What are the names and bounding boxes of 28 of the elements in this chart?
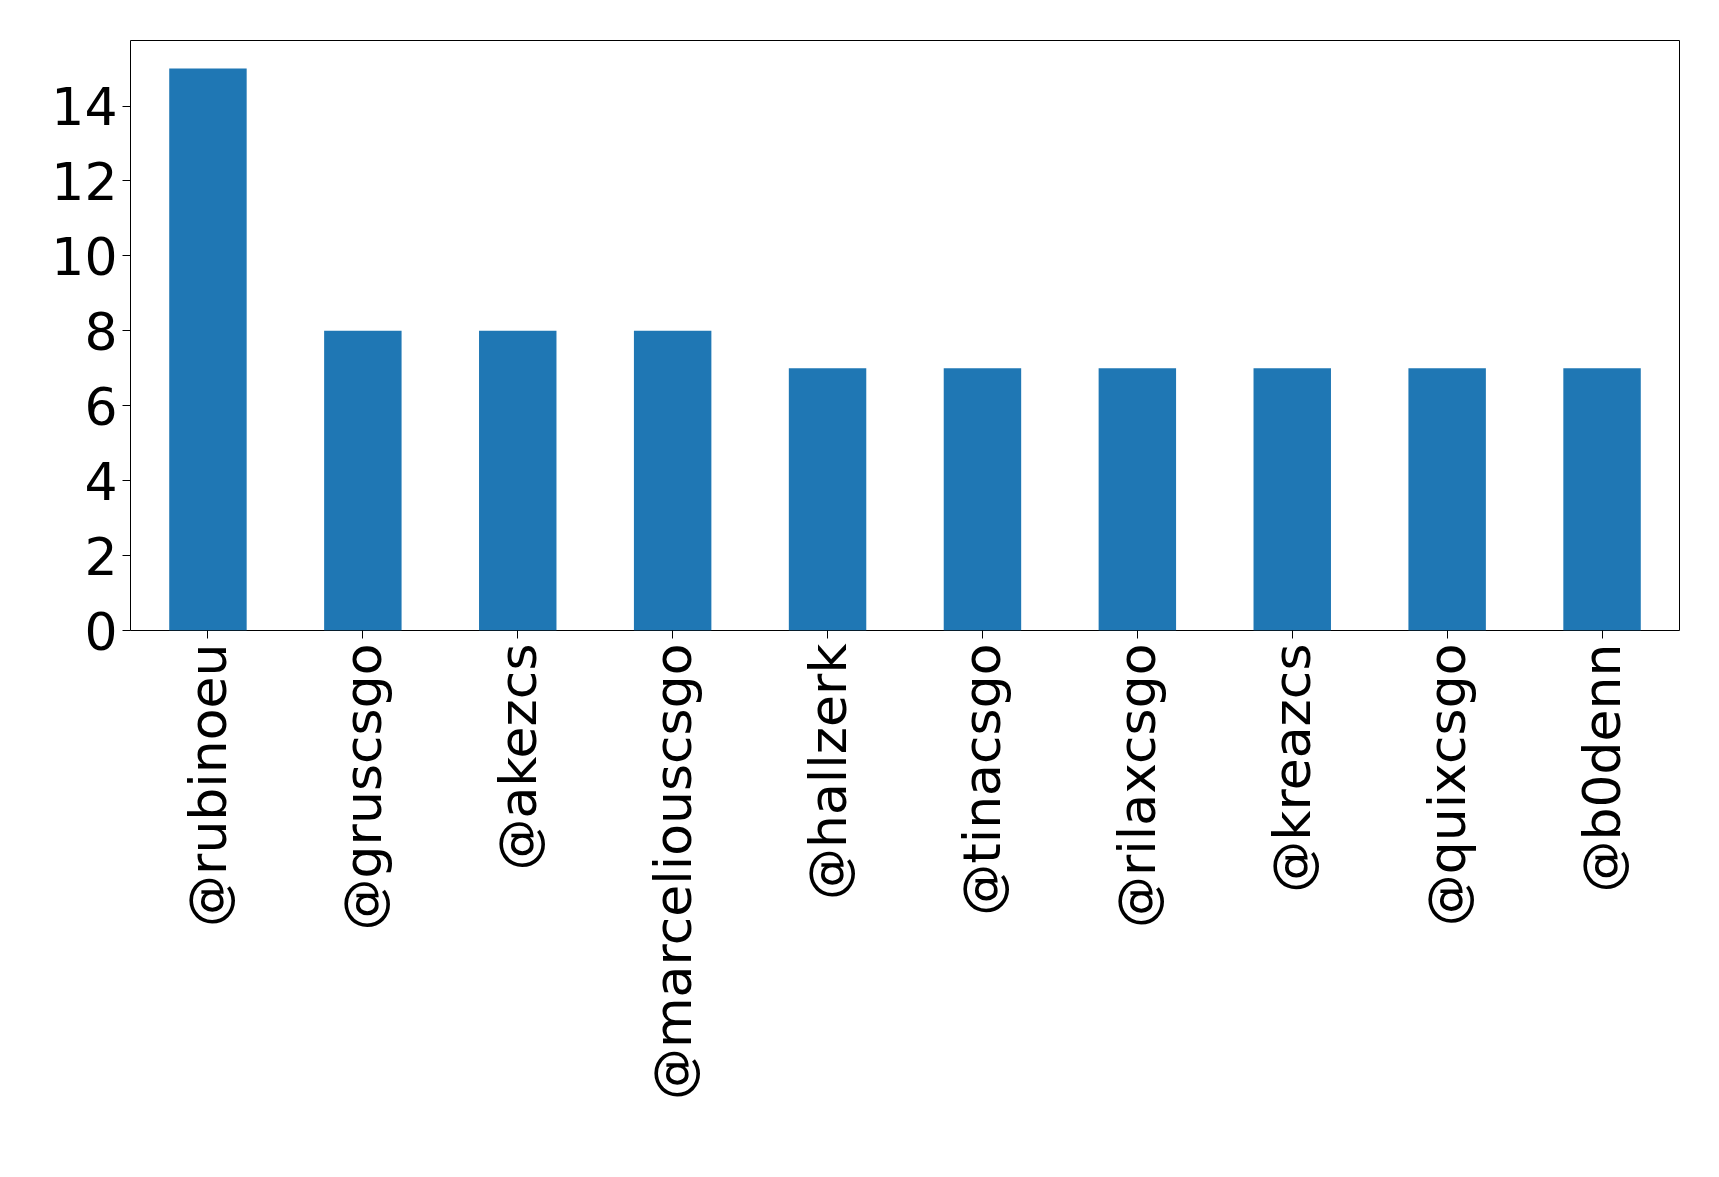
x-tick-label: @rilaxcsgo xyxy=(1107,643,1168,928)
y-tick-label: 12 xyxy=(51,151,118,212)
x-tick-label: @marceliouscsgo xyxy=(642,643,703,1101)
x-tick-label: @b0denn xyxy=(1572,643,1633,893)
y-tick-label: 6 xyxy=(84,376,118,437)
bar xyxy=(1253,368,1331,631)
y-tick-label: 4 xyxy=(84,451,118,512)
bar xyxy=(633,330,712,631)
x-tick-label: @quixcsgo xyxy=(1417,643,1478,927)
bar xyxy=(1563,368,1641,631)
bar xyxy=(943,368,1022,631)
y-tick-label: 0 xyxy=(84,601,118,662)
x-tick-label: @gruscsgo xyxy=(332,643,393,931)
x-tick-label: @rubinoeu xyxy=(177,643,238,928)
bar xyxy=(324,330,402,631)
bar xyxy=(479,330,557,631)
y-tick-label: 2 xyxy=(84,526,118,587)
bar xyxy=(1408,368,1486,631)
x-tick-label: @hallzerk xyxy=(797,643,858,900)
x-tick-label: @kreazcs xyxy=(1262,643,1323,893)
y-tick-label: 8 xyxy=(84,301,118,362)
bar xyxy=(788,368,867,631)
y-tick-label: 14 xyxy=(51,77,118,138)
y-tick-label: 10 xyxy=(51,226,118,287)
x-tick-label: @tinacsgo xyxy=(952,643,1013,916)
bar xyxy=(1098,368,1177,631)
bar xyxy=(169,68,247,631)
x-tick-label: @akezcs xyxy=(487,643,548,871)
